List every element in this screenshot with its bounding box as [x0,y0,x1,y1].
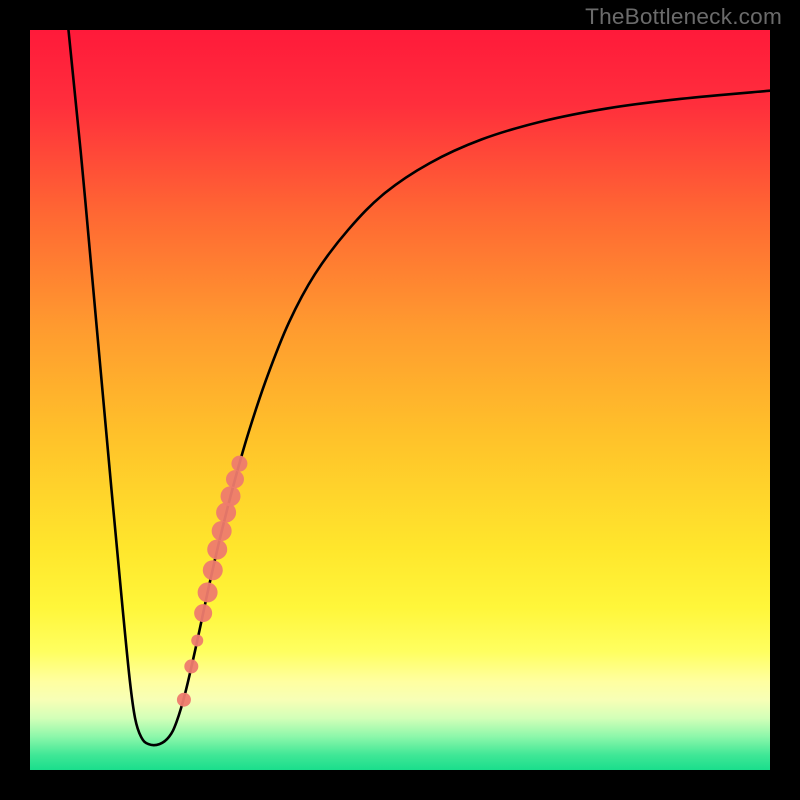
bottleneck-curve [68,30,770,745]
curve-layer [30,30,770,770]
data-marker [221,486,241,506]
data-marker [194,604,212,622]
data-marker [203,560,223,580]
data-marker [191,635,203,647]
data-marker [198,582,218,602]
data-marker [231,456,247,472]
watermark-text: TheBottleneck.com [585,4,782,30]
data-marker [212,521,232,541]
chart-outer: TheBottleneck.com [0,0,800,800]
data-marker [226,470,244,488]
data-markers [177,456,248,707]
data-marker [184,659,198,673]
plot-area [30,30,770,770]
data-marker [207,539,227,559]
data-marker [177,693,191,707]
